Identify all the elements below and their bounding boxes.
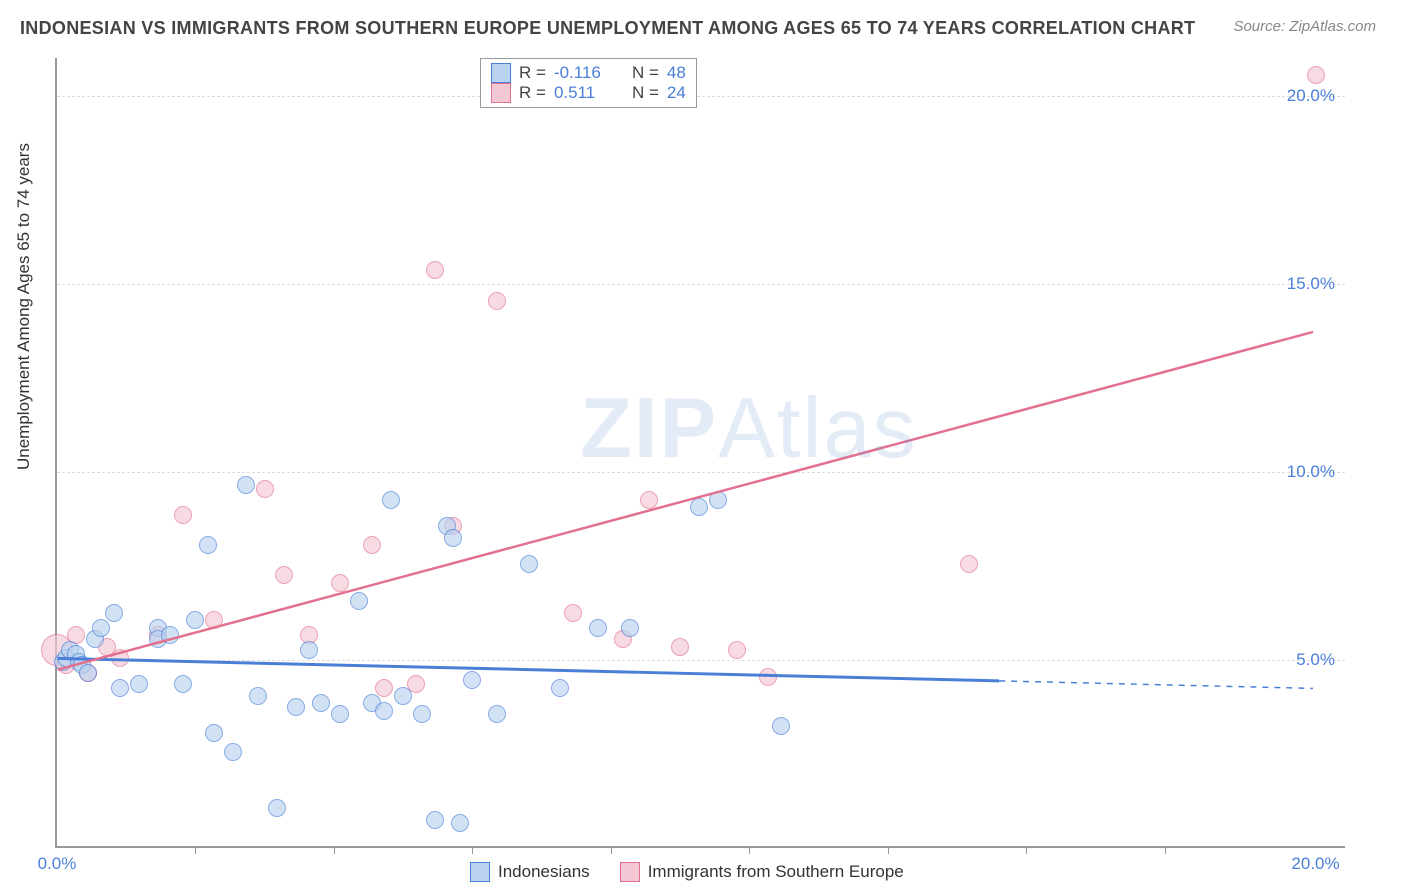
x-tick [1165, 846, 1166, 854]
x-tick [611, 846, 612, 854]
data-point [224, 743, 242, 761]
data-point [161, 626, 179, 644]
gridline [57, 660, 1345, 661]
data-point [331, 705, 349, 723]
data-point [463, 671, 481, 689]
x-tick [472, 846, 473, 854]
data-point [249, 687, 267, 705]
chart-title: INDONESIAN VS IMMIGRANTS FROM SOUTHERN E… [20, 18, 1195, 39]
regression-lines [57, 58, 1345, 846]
data-point [960, 555, 978, 573]
n-label: N = [632, 63, 659, 83]
data-point [520, 555, 538, 573]
data-point [671, 638, 689, 656]
plot-area: 5.0%10.0%15.0%20.0%0.0%20.0% [55, 58, 1345, 848]
data-point [312, 694, 330, 712]
data-point [564, 604, 582, 622]
data-point [275, 566, 293, 584]
data-point [186, 611, 204, 629]
legend-swatch [491, 83, 511, 103]
legend-row: R = 0.511 N = 24 [491, 83, 686, 103]
data-point [363, 536, 381, 554]
r-value: 0.511 [554, 83, 612, 103]
data-point [413, 705, 431, 723]
data-point [199, 536, 217, 554]
y-tick-label: 10.0% [1287, 462, 1335, 482]
data-point [551, 679, 569, 697]
y-tick-label: 5.0% [1296, 650, 1335, 670]
x-tick-label: 0.0% [38, 854, 77, 874]
y-tick-label: 15.0% [1287, 274, 1335, 294]
x-tick [749, 846, 750, 854]
data-point [237, 476, 255, 494]
data-point [79, 664, 97, 682]
data-point [772, 717, 790, 735]
data-point [375, 679, 393, 697]
r-value: -0.116 [554, 63, 612, 83]
source-attribution: Source: ZipAtlas.com [1233, 18, 1376, 35]
legend-item: Indonesians [470, 862, 590, 882]
data-point [256, 480, 274, 498]
data-point [331, 574, 349, 592]
x-tick [334, 846, 335, 854]
data-point [690, 498, 708, 516]
data-point [268, 799, 286, 817]
legend-swatch [470, 862, 490, 882]
r-label: R = [519, 63, 546, 83]
data-point [287, 698, 305, 716]
data-point [350, 592, 368, 610]
legend-row: R = -0.116 N = 48 [491, 63, 686, 83]
x-tick [1026, 846, 1027, 854]
legend-label: Immigrants from Southern Europe [648, 862, 904, 882]
x-tick-label: 20.0% [1291, 854, 1339, 874]
y-axis-label: Unemployment Among Ages 65 to 74 years [14, 143, 34, 470]
data-point [174, 675, 192, 693]
data-point [105, 604, 123, 622]
correlation-legend: R = -0.116 N = 48 R = 0.511 N = 24 [480, 58, 697, 108]
data-point [444, 529, 462, 547]
gridline [57, 96, 1345, 97]
data-point [589, 619, 607, 637]
data-point [451, 814, 469, 832]
data-point [621, 619, 639, 637]
data-point [300, 641, 318, 659]
y-tick-label: 20.0% [1287, 86, 1335, 106]
data-point [709, 491, 727, 509]
data-point [640, 491, 658, 509]
n-label: N = [632, 83, 659, 103]
data-point [130, 675, 148, 693]
data-point [759, 668, 777, 686]
legend-label: Indonesians [498, 862, 590, 882]
data-point [382, 491, 400, 509]
data-point [205, 724, 223, 742]
data-point [488, 292, 506, 310]
data-point [488, 705, 506, 723]
data-point [1307, 66, 1325, 84]
data-point [174, 506, 192, 524]
data-point [728, 641, 746, 659]
data-point [111, 649, 129, 667]
data-point [394, 687, 412, 705]
n-value: 24 [667, 83, 686, 103]
data-point [111, 679, 129, 697]
legend-item: Immigrants from Southern Europe [620, 862, 904, 882]
data-point [205, 611, 223, 629]
x-tick [888, 846, 889, 854]
legend-swatch [620, 862, 640, 882]
legend-swatch [491, 63, 511, 83]
data-point [426, 261, 444, 279]
data-point [426, 811, 444, 829]
n-value: 48 [667, 63, 686, 83]
gridline [57, 472, 1345, 473]
r-label: R = [519, 83, 546, 103]
series-legend: Indonesians Immigrants from Southern Euro… [470, 862, 904, 882]
data-point [92, 619, 110, 637]
data-point [375, 702, 393, 720]
x-tick [195, 846, 196, 854]
gridline [57, 284, 1345, 285]
